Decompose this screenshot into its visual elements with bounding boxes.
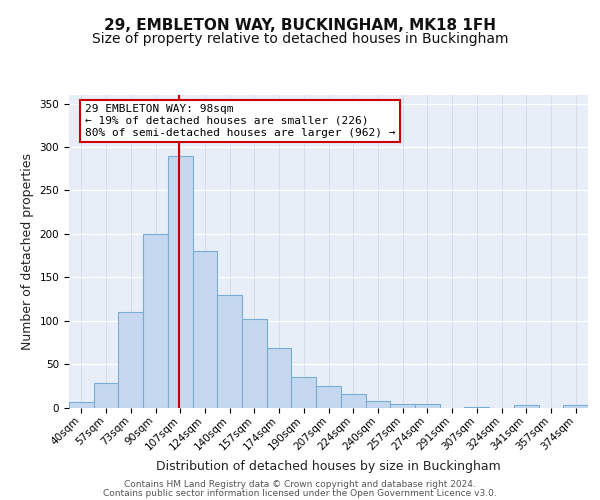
Bar	[390, 404, 415, 407]
X-axis label: Distribution of detached houses by size in Buckingham: Distribution of detached houses by size …	[156, 460, 501, 473]
Y-axis label: Number of detached properties: Number of detached properties	[21, 153, 34, 350]
Bar	[341, 394, 365, 407]
Bar	[193, 251, 217, 408]
Bar	[563, 405, 588, 407]
Text: Contains public sector information licensed under the Open Government Licence v3: Contains public sector information licen…	[103, 488, 497, 498]
Bar	[514, 405, 539, 407]
Bar	[69, 402, 94, 407]
Bar	[365, 400, 390, 407]
Bar	[267, 348, 292, 408]
Bar	[118, 312, 143, 408]
Bar	[316, 386, 341, 407]
Text: Size of property relative to detached houses in Buckingham: Size of property relative to detached ho…	[92, 32, 508, 46]
Bar	[168, 156, 193, 407]
Bar	[415, 404, 440, 407]
Bar	[143, 234, 168, 408]
Bar	[94, 383, 118, 407]
Text: 29, EMBLETON WAY, BUCKINGHAM, MK18 1FH: 29, EMBLETON WAY, BUCKINGHAM, MK18 1FH	[104, 18, 496, 32]
Bar	[217, 294, 242, 408]
Bar	[464, 406, 489, 408]
Text: 29 EMBLETON WAY: 98sqm
← 19% of detached houses are smaller (226)
80% of semi-de: 29 EMBLETON WAY: 98sqm ← 19% of detached…	[85, 104, 395, 138]
Text: Contains HM Land Registry data © Crown copyright and database right 2024.: Contains HM Land Registry data © Crown c…	[124, 480, 476, 489]
Bar	[292, 377, 316, 408]
Bar	[242, 319, 267, 408]
